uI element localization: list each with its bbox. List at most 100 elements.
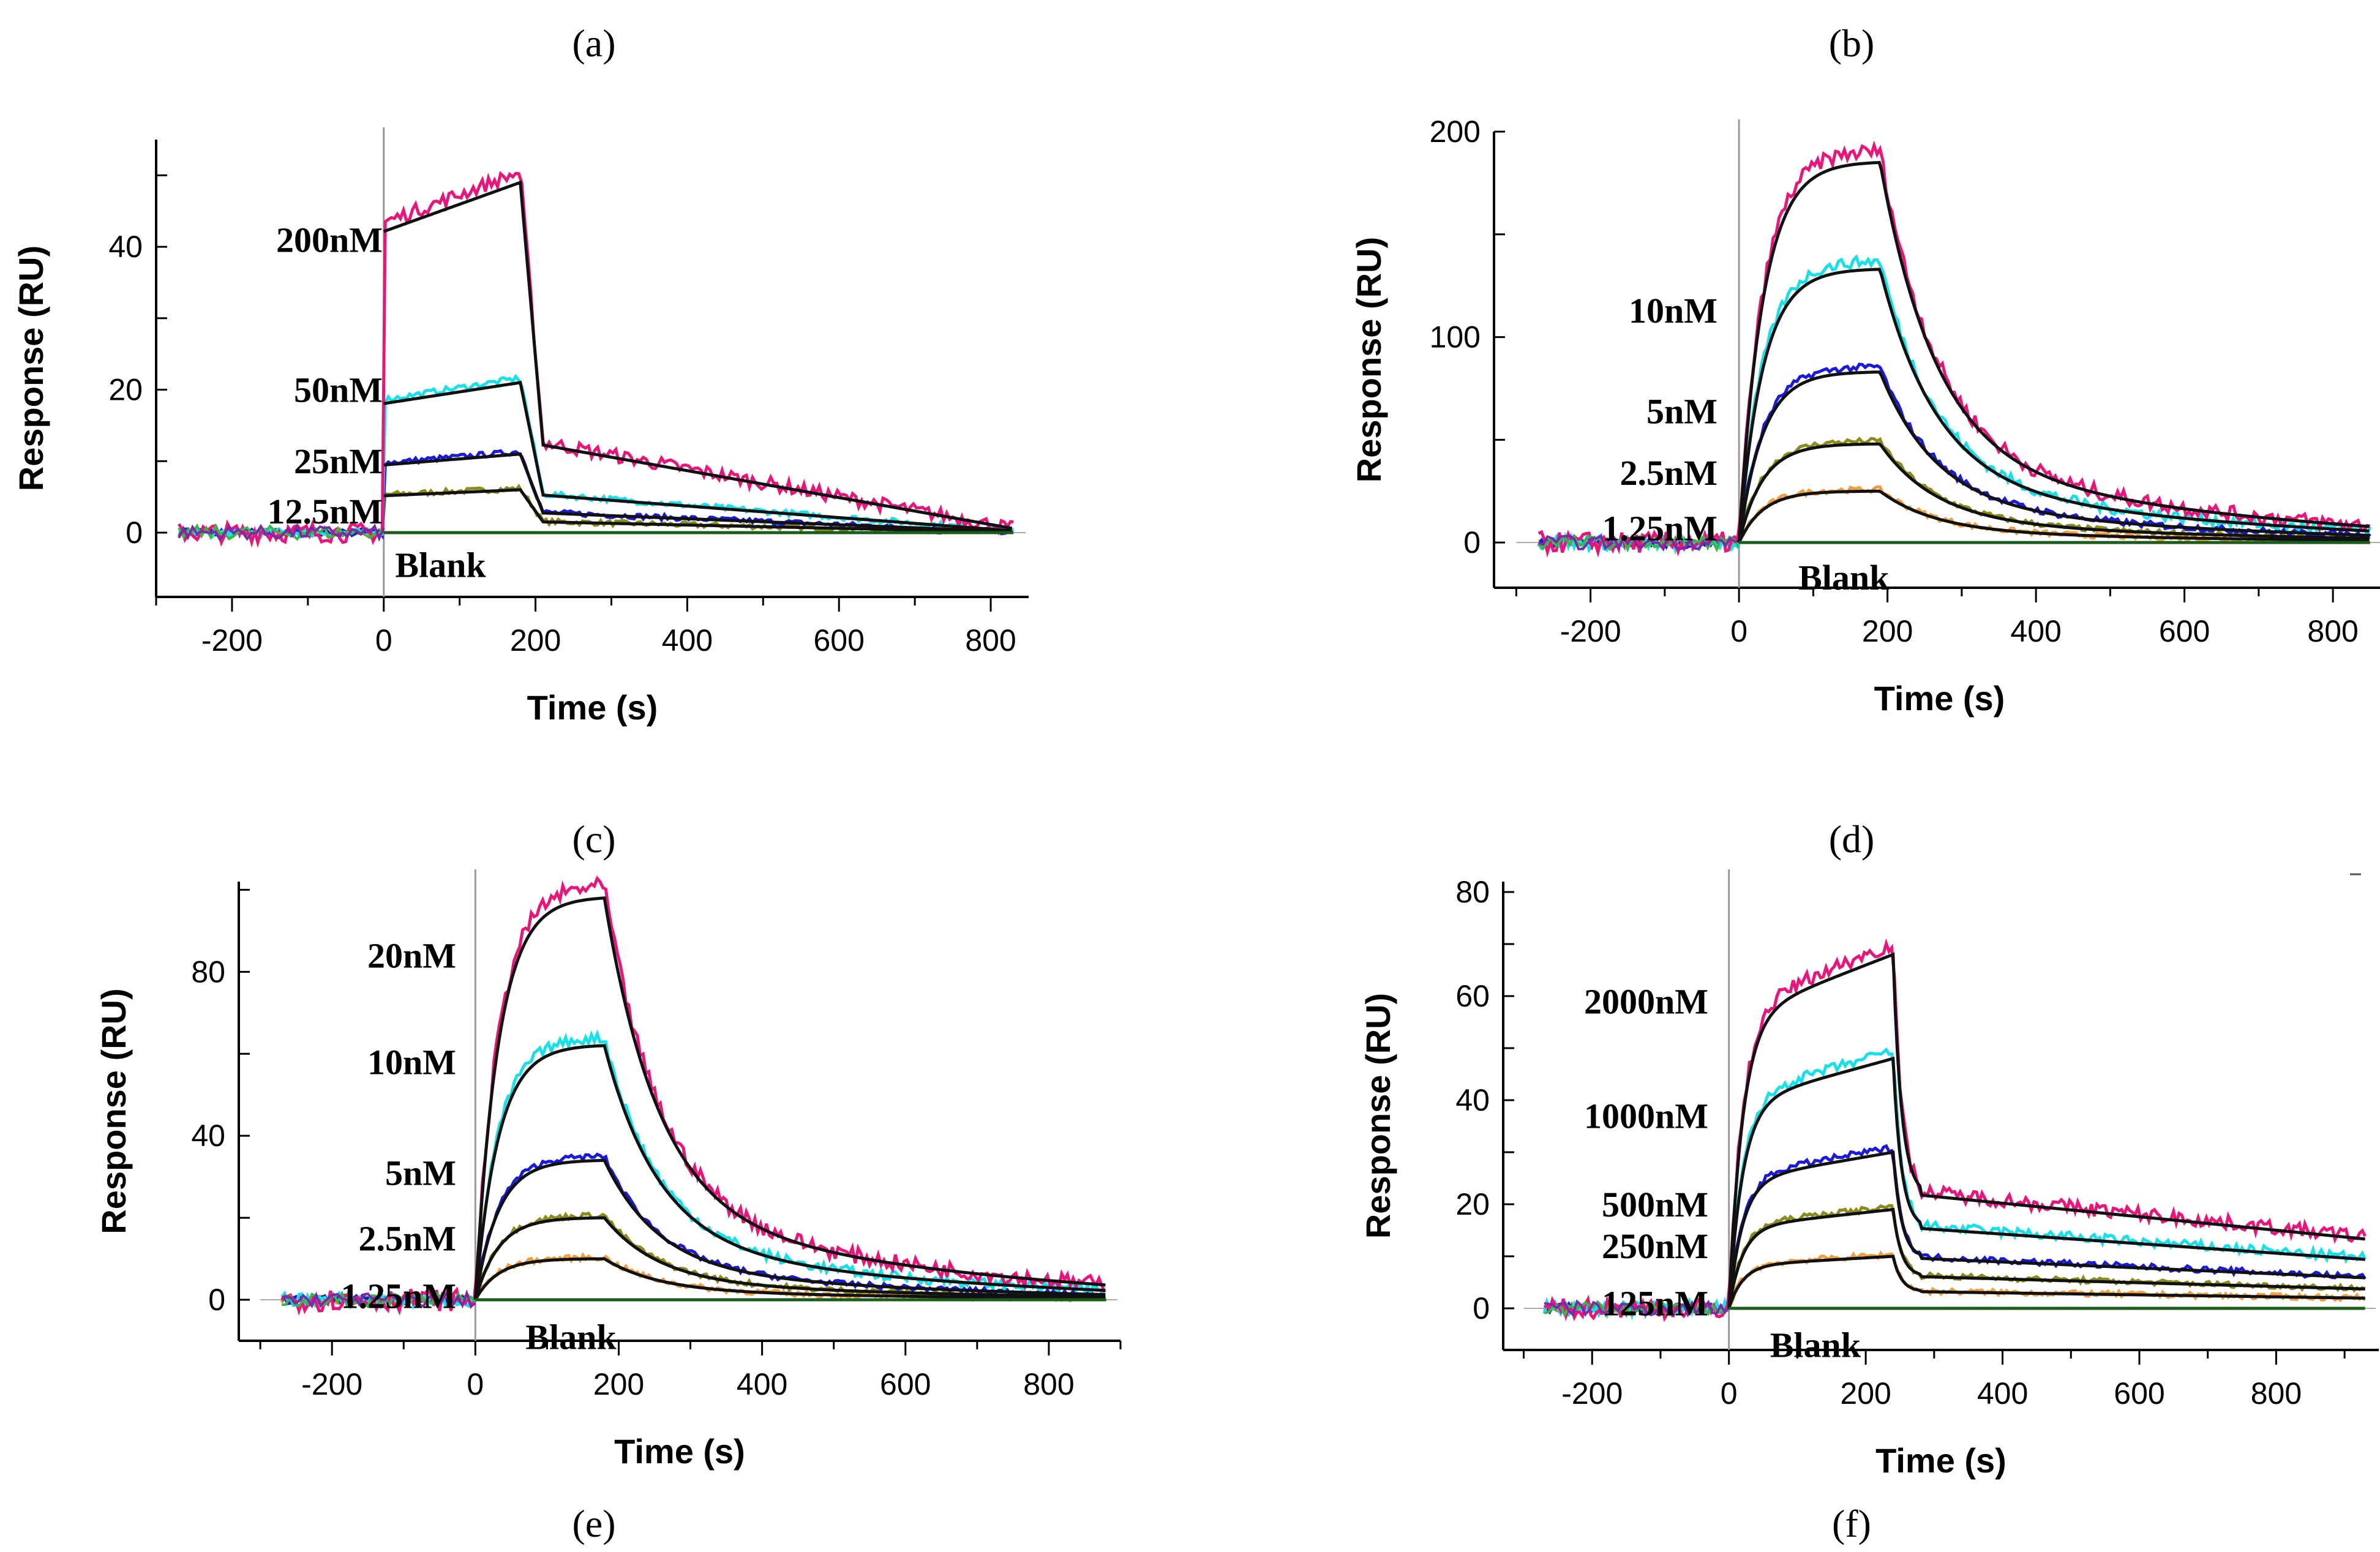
y-tick-label: 0 xyxy=(1463,525,1481,560)
concentration-label: 2.5nM xyxy=(359,1219,457,1259)
concentration-label: 1.25nM xyxy=(341,1276,457,1316)
y-tick-label: 100 xyxy=(1430,320,1481,354)
fit-curve-3 xyxy=(1737,442,2370,543)
fit-curve-2 xyxy=(1737,370,2370,543)
chart-panel-0: -200 0 200 400 600 800 0 20 40 Time (s) Response (… xyxy=(12,127,1029,727)
fit-curve-3 xyxy=(473,1216,1106,1300)
blank-label: Blank xyxy=(1770,1325,1861,1365)
fit-curve-1 xyxy=(1737,268,2370,543)
baseline-noise-trace xyxy=(1544,1299,1730,1318)
x-tick-label: 800 xyxy=(965,623,1016,658)
x-tick-label: 400 xyxy=(662,623,713,658)
concentration-label: 5nM xyxy=(385,1153,456,1193)
y-tick-label: 20 xyxy=(108,373,143,407)
x-tick-label: 600 xyxy=(2159,614,2210,648)
x-tick-label: 200 xyxy=(1862,614,1913,648)
concentration-label: 25nM xyxy=(294,441,383,481)
fit-curve-4 xyxy=(1737,489,2370,544)
x-tick-label: 0 xyxy=(1721,1376,1738,1411)
y-tick-label: 200 xyxy=(1430,114,1481,149)
baseline-noise-trace xyxy=(1538,534,1740,552)
fit-curve-1 xyxy=(473,1044,1106,1300)
fit-curve-0 xyxy=(1737,160,2370,543)
caption-a: (a) xyxy=(572,21,615,65)
x-tick-label: 600 xyxy=(813,623,864,658)
fit-curve-1 xyxy=(383,380,1012,533)
x-tick-label: 800 xyxy=(2307,614,2358,648)
y-tick-label: 40 xyxy=(1455,1083,1490,1117)
y-axis-title: Response (RU) xyxy=(94,988,133,1234)
x-tick-label: -200 xyxy=(201,623,263,658)
x-tick-label: 200 xyxy=(510,623,561,658)
concentration-label: 125nM xyxy=(1602,1284,1708,1324)
x-axis-title: Time (s) xyxy=(614,1432,745,1471)
x-tick-label: -200 xyxy=(1561,1376,1623,1411)
y-tick-label: 20 xyxy=(1455,1187,1490,1221)
fit-curve-4 xyxy=(474,1257,1106,1301)
y-axis-title: Response (RU) xyxy=(1350,237,1388,482)
fit-curve-2 xyxy=(383,452,1012,533)
y-tick-label: 60 xyxy=(1455,979,1490,1013)
concentration-label: 500nM xyxy=(1602,1185,1708,1224)
data-trace-1 xyxy=(1542,1047,2367,1321)
concentration-label: 2000nM xyxy=(1584,982,1708,1022)
y-tick-label: 80 xyxy=(191,954,225,989)
baseline-noise-trace xyxy=(282,1289,476,1309)
x-tick-label: 400 xyxy=(1977,1376,2028,1411)
y-axis-title: Response (RU) xyxy=(12,246,50,491)
x-axis-title: Time (s) xyxy=(1875,1441,2006,1480)
concentration-label: 5nM xyxy=(1646,391,1717,431)
x-tick-label: 800 xyxy=(1023,1367,1074,1401)
fit-curve-1 xyxy=(1727,1056,2365,1309)
caption-f: (f) xyxy=(1832,1502,1871,1545)
chart-panel-1: -200 0 200 400 600 800 0 100 200 Time (s) Response… xyxy=(1350,114,2380,718)
x-tick-label: 800 xyxy=(2251,1376,2302,1411)
baseline-noise-trace xyxy=(178,523,385,542)
fit-curve-0 xyxy=(383,180,1013,530)
fit-curve-3 xyxy=(383,488,1012,534)
y-tick-label: 0 xyxy=(126,515,143,550)
fit-curve-0 xyxy=(1727,952,2365,1309)
concentration-label: 1000nM xyxy=(1584,1097,1708,1136)
concentration-label: 50nM xyxy=(294,370,383,410)
chart-panel-2: -200 0 200 400 600 800 0 40 80 Time (s) Response (… xyxy=(94,869,1122,1471)
fit-curve-3 xyxy=(1727,1207,2365,1309)
x-tick-label: -200 xyxy=(301,1367,362,1401)
x-axis-title: Time (s) xyxy=(527,688,658,727)
x-axis-title: Time (s) xyxy=(1874,679,2005,718)
y-axis-title: Response (RU) xyxy=(1359,993,1397,1239)
x-tick-label: 200 xyxy=(593,1367,644,1401)
fit-curve-4 xyxy=(1727,1254,2365,1309)
x-tick-label: 400 xyxy=(737,1367,787,1401)
caption-e: (e) xyxy=(572,1502,615,1545)
concentration-label: 200nM xyxy=(276,220,383,260)
fit-curve-0 xyxy=(473,896,1106,1300)
x-tick-label: 0 xyxy=(375,623,392,658)
caption-d: (d) xyxy=(1829,817,1875,861)
concentration-label: 12.5nM xyxy=(268,492,383,531)
x-tick-label: 400 xyxy=(2010,614,2061,648)
y-tick-label: 40 xyxy=(108,230,143,264)
concentration-label: 1.25nM xyxy=(1602,509,1718,549)
y-tick-label: 0 xyxy=(208,1283,225,1317)
data-trace-0 xyxy=(1543,938,2367,1322)
fit-curve-2 xyxy=(1727,1150,2365,1309)
concentration-label: 10nM xyxy=(367,1043,456,1082)
data-trace-0 xyxy=(178,171,1014,548)
caption-c: (c) xyxy=(572,817,615,861)
x-tick-label: -200 xyxy=(1560,614,1621,648)
concentration-label: 10nM xyxy=(1629,291,1717,331)
y-tick-label: 40 xyxy=(191,1119,225,1153)
concentration-label: 20nM xyxy=(367,936,456,976)
blank-label: Blank xyxy=(525,1317,617,1357)
concentration-label: 2.5nM xyxy=(1620,453,1718,493)
x-tick-label: 0 xyxy=(467,1367,484,1401)
concentration-label: 250nM xyxy=(1602,1226,1708,1266)
caption-b: (b) xyxy=(1829,21,1875,65)
blank-label: Blank xyxy=(1798,558,1890,598)
x-tick-label: 200 xyxy=(1840,1376,1891,1411)
x-tick-label: 600 xyxy=(2114,1376,2164,1411)
y-tick-label: 80 xyxy=(1455,875,1490,909)
